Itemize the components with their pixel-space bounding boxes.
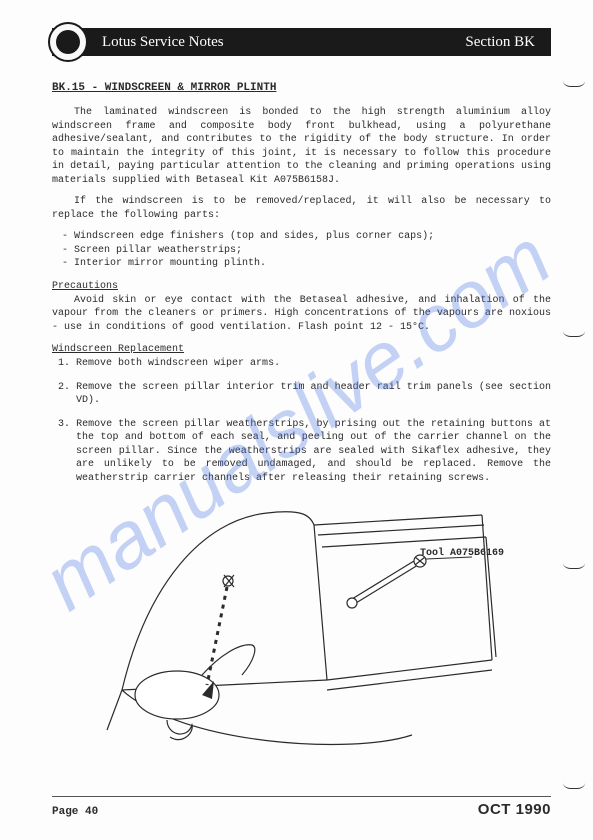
replace-parts-list: Windscreen edge finishers (top and sides… (52, 230, 551, 271)
list-item: Remove the screen pillar interior trim a… (52, 381, 551, 408)
cut-mark (563, 78, 585, 87)
page: manualslive.com Lotus Service Notes Sect… (0, 0, 593, 840)
cut-mark (563, 560, 585, 569)
header-title-left: Lotus Service Notes (98, 34, 465, 51)
precautions-text: Avoid skin or eye contact with the Betas… (52, 294, 551, 335)
paragraph-1: The laminated windscreen is bonded to th… (52, 106, 551, 187)
list-item: Remove both windscreen wiper arms. (52, 357, 551, 371)
list-item: Interior mirror mounting plinth. (52, 257, 551, 271)
section-title: BK.15 - WINDSCREEN & MIRROR PLINTH (52, 82, 551, 94)
precautions-heading: Precautions (52, 281, 551, 292)
paragraph-2: If the windscreen is to be removed/repla… (52, 195, 551, 222)
figure-svg (52, 495, 552, 765)
page-footer: Page 40 OCT 1990 (52, 796, 551, 818)
header-title-right: Section BK (465, 34, 541, 51)
header-bar: Lotus Service Notes Section BK (52, 28, 551, 56)
lotus-logo-icon (48, 22, 88, 62)
page-number: Page 40 (52, 806, 98, 818)
replacement-heading: Windscreen Replacement (52, 344, 551, 355)
list-item: Screen pillar weatherstrips; (52, 244, 551, 258)
list-item: Windscreen edge finishers (top and sides… (52, 230, 551, 244)
tool-label: Tool A075B6169 (420, 548, 504, 559)
windscreen-figure: Tool A075B6169 (52, 495, 551, 765)
cut-mark (563, 328, 585, 337)
page-date: OCT 1990 (478, 801, 551, 818)
lotus-logo-inner (56, 30, 80, 54)
cut-mark (563, 780, 585, 789)
list-item: Remove the screen pillar weatherstrips, … (52, 418, 551, 486)
replacement-steps: Remove both windscreen wiper arms. Remov… (52, 357, 551, 485)
